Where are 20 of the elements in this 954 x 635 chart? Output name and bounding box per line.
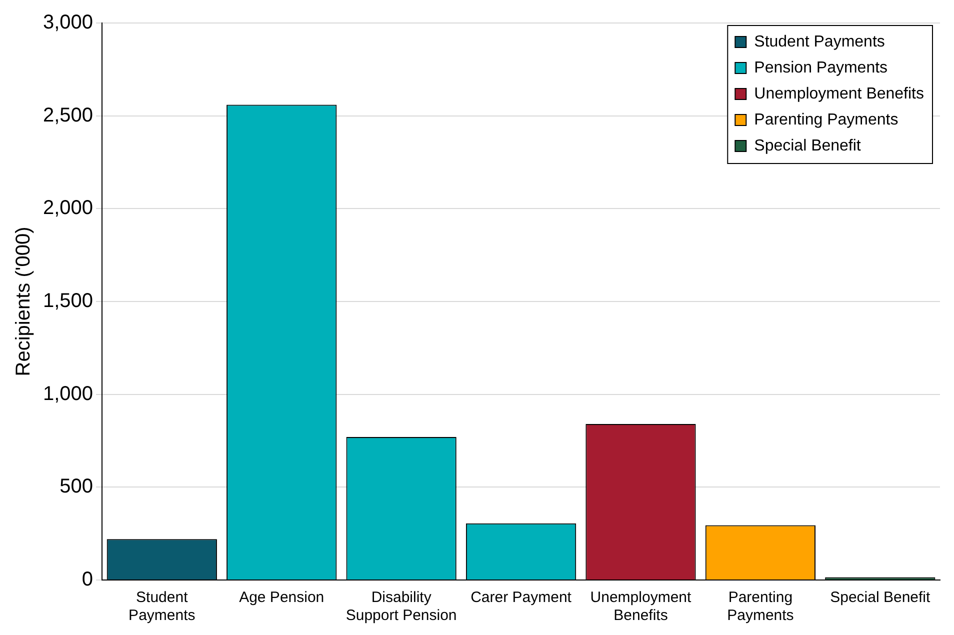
legend-label: Student Payments: [754, 33, 885, 50]
y-tick-label: 500: [60, 476, 94, 498]
x-tick-label: Disability Support Pension: [346, 589, 457, 624]
x-tick-label: Carer Payment: [470, 589, 572, 606]
legend-label: Parenting Payments: [754, 111, 898, 128]
y-tick-label: 2,500: [42, 104, 94, 126]
x-tick-label: Special Benefit: [830, 589, 932, 606]
x-tick-label: Parenting Payments: [727, 589, 794, 624]
y-tick-label: 0: [82, 568, 94, 591]
y-tick-label: 1,500: [42, 290, 94, 312]
y-tick-label: 3,000: [42, 12, 94, 34]
y-tick-label: 1,000: [42, 382, 94, 405]
x-tick-label: Age Pension: [239, 589, 324, 606]
legend-label: Special Benefit: [754, 137, 862, 154]
y-axis-title: Recipients ('000): [12, 226, 35, 376]
legend-label: Unemployment Benefits: [754, 85, 924, 102]
x-tick-label: Unemployment Benefits: [590, 589, 692, 624]
y-tick-label: 2,000: [42, 197, 94, 220]
x-tick-label: Student Payments: [128, 589, 196, 624]
legend-label: Pension Payments: [754, 59, 888, 76]
